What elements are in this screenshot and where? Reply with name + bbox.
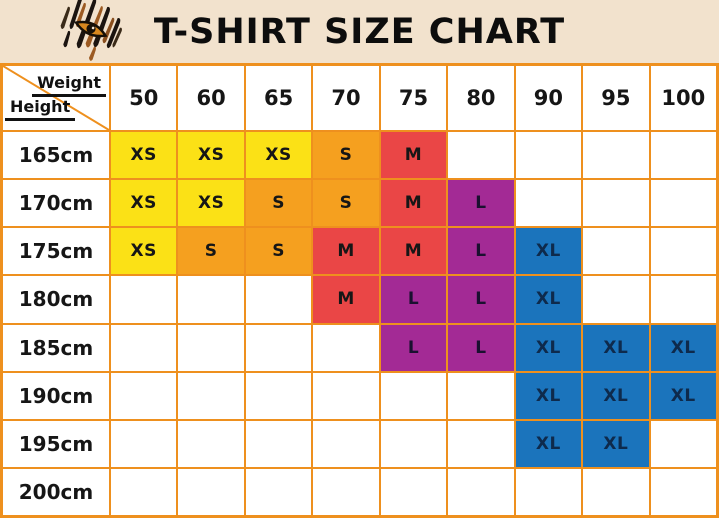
height-axis-label: Height xyxy=(5,98,76,121)
height-header-cell: 170cm xyxy=(3,180,109,227)
size-cell: XS xyxy=(111,132,177,179)
size-cell: L xyxy=(448,324,514,371)
empty-cell xyxy=(650,228,716,275)
empty-cell xyxy=(111,276,177,323)
tiger-eye-claw-logo-icon xyxy=(60,0,122,61)
size-cell: L xyxy=(448,180,514,227)
empty-cell xyxy=(111,372,177,419)
size-cell: S xyxy=(313,132,379,179)
empty-cell xyxy=(245,276,312,323)
empty-cell xyxy=(515,468,582,515)
empty-cell xyxy=(448,372,514,419)
size-cell: L xyxy=(448,228,514,275)
empty-cell xyxy=(111,468,177,515)
size-chart-table: Weight Height 50 60 65 70 75 80 90 95 100 165cm XS… xyxy=(0,63,719,518)
weight-header-cell: 95 xyxy=(583,66,649,130)
empty-cell xyxy=(178,276,244,323)
banner: T-SHIRT SIZE CHART xyxy=(0,0,719,63)
weight-header-cell: 100 xyxy=(650,66,716,130)
size-cell: L xyxy=(380,324,447,371)
empty-cell xyxy=(313,468,379,515)
size-cell: S xyxy=(178,228,244,275)
empty-cell xyxy=(380,468,447,515)
empty-cell xyxy=(380,372,447,419)
size-cell: XS xyxy=(178,132,244,179)
weight-header-cell: 60 xyxy=(178,66,244,130)
empty-cell xyxy=(583,132,649,179)
size-cell: XS xyxy=(111,180,177,227)
weight-header-cell: 50 xyxy=(111,66,177,130)
size-cell: XS xyxy=(178,180,244,227)
size-cell: L xyxy=(448,276,514,323)
weight-axis-label: Weight xyxy=(32,74,106,97)
size-cell: S xyxy=(313,180,379,227)
size-cell: XS xyxy=(245,132,312,179)
size-cell: XL xyxy=(583,324,649,371)
empty-cell xyxy=(650,468,716,515)
empty-cell xyxy=(583,180,649,227)
page-title: T-SHIRT SIZE CHART xyxy=(153,12,566,52)
empty-cell xyxy=(583,228,649,275)
size-cell: XL xyxy=(583,372,649,419)
empty-cell xyxy=(111,420,177,467)
size-cell: XL xyxy=(515,420,582,467)
size-cell: S xyxy=(245,180,312,227)
size-cell: L xyxy=(380,276,447,323)
empty-cell xyxy=(111,324,177,371)
weight-header-cell: 80 xyxy=(448,66,514,130)
empty-cell xyxy=(448,132,514,179)
weight-header-cell: 65 xyxy=(245,66,312,130)
empty-cell xyxy=(313,324,379,371)
size-cell: XL xyxy=(515,276,582,323)
empty-cell xyxy=(380,420,447,467)
empty-cell xyxy=(583,276,649,323)
height-header-cell: 165cm xyxy=(3,132,109,179)
size-cell: S xyxy=(245,228,312,275)
height-header-cell: 195cm xyxy=(3,420,109,467)
size-cell: XL xyxy=(515,228,582,275)
height-header-cell: 180cm xyxy=(3,276,109,323)
empty-cell xyxy=(178,468,244,515)
empty-cell xyxy=(583,468,649,515)
corner-header-cell: Weight Height xyxy=(3,66,109,130)
height-header-cell: 175cm xyxy=(3,228,109,275)
height-header-cell: 200cm xyxy=(3,468,109,515)
size-cell: M xyxy=(380,228,447,275)
empty-cell xyxy=(178,420,244,467)
size-cell: XL xyxy=(515,324,582,371)
weight-header-cell: 75 xyxy=(380,66,447,130)
size-cell: XL xyxy=(583,420,649,467)
size-cell: XS xyxy=(111,228,177,275)
empty-cell xyxy=(650,132,716,179)
empty-cell xyxy=(178,324,244,371)
empty-cell xyxy=(313,420,379,467)
size-cell: M xyxy=(313,228,379,275)
empty-cell xyxy=(245,468,312,515)
empty-cell xyxy=(650,276,716,323)
empty-cell xyxy=(178,372,244,419)
size-cell: XL xyxy=(515,372,582,419)
empty-cell xyxy=(650,180,716,227)
empty-cell xyxy=(313,372,379,419)
size-cell: XL xyxy=(650,372,716,419)
size-cell: M xyxy=(380,180,447,227)
empty-cell xyxy=(245,420,312,467)
weight-header-cell: 70 xyxy=(313,66,379,130)
size-cell: M xyxy=(380,132,447,179)
height-header-cell: 190cm xyxy=(3,372,109,419)
size-cell: M xyxy=(313,276,379,323)
weight-header-cell: 90 xyxy=(515,66,582,130)
empty-cell xyxy=(650,420,716,467)
empty-cell xyxy=(515,180,582,227)
empty-cell xyxy=(245,372,312,419)
empty-cell xyxy=(245,324,312,371)
size-cell: XL xyxy=(650,324,716,371)
height-header-cell: 185cm xyxy=(3,324,109,371)
diagonal-divider xyxy=(3,66,109,130)
empty-cell xyxy=(448,420,514,467)
empty-cell xyxy=(448,468,514,515)
empty-cell xyxy=(515,132,582,179)
